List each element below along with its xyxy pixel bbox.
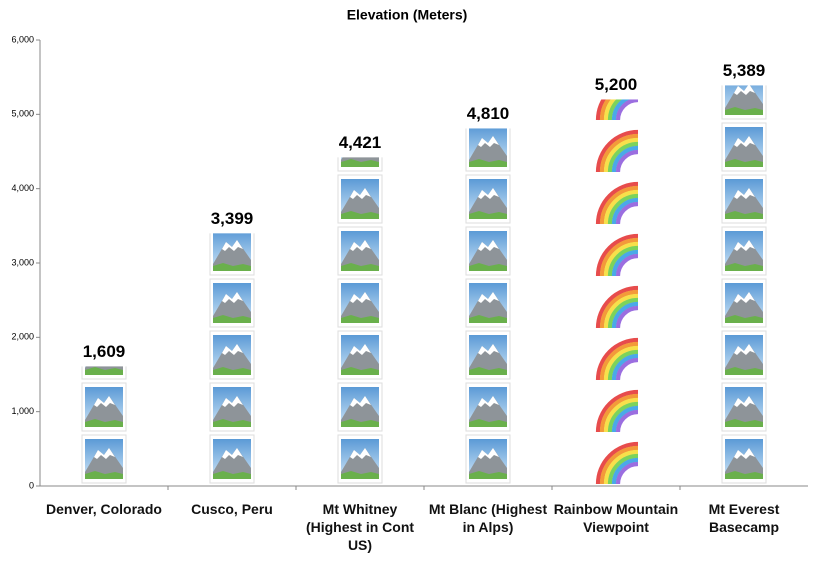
bar <box>592 99 640 486</box>
bar <box>336 157 384 487</box>
y-tick-label: 2,000 <box>11 332 34 342</box>
value-label: 5,200 <box>595 75 638 94</box>
x-tick-label: Rainbow Mountain Viewpoint <box>553 501 679 535</box>
y-tick-label: 4,000 <box>11 183 34 193</box>
x-tick-label: Mt Blanc (Highest in Alps) <box>428 501 548 535</box>
x-tick-label: Mt Everest Basecamp <box>708 501 780 535</box>
value-label: 1,609 <box>83 342 126 361</box>
y-tick-label: 6,000 <box>11 34 34 44</box>
bar <box>208 233 256 486</box>
bar <box>720 85 768 486</box>
y-tick-label: 0 <box>29 480 34 490</box>
bar <box>464 128 512 486</box>
y-tick-label: 5,000 <box>11 109 34 119</box>
value-label: 3,399 <box>211 209 254 228</box>
value-label: 4,810 <box>467 104 510 123</box>
bar <box>80 366 128 486</box>
value-label: 5,389 <box>723 61 766 80</box>
chart-title: Elevation (Meters) <box>347 7 468 23</box>
x-tick-label: Mt Whitney (Highest in Cont US) <box>305 501 415 553</box>
value-label: 4,421 <box>339 133 382 152</box>
y-tick-label: 3,000 <box>11 257 34 267</box>
x-tick-label: Cusco, Peru <box>191 501 273 517</box>
x-tick-label: Denver, Colorado <box>46 501 162 517</box>
y-tick-label: 1,000 <box>11 406 34 416</box>
